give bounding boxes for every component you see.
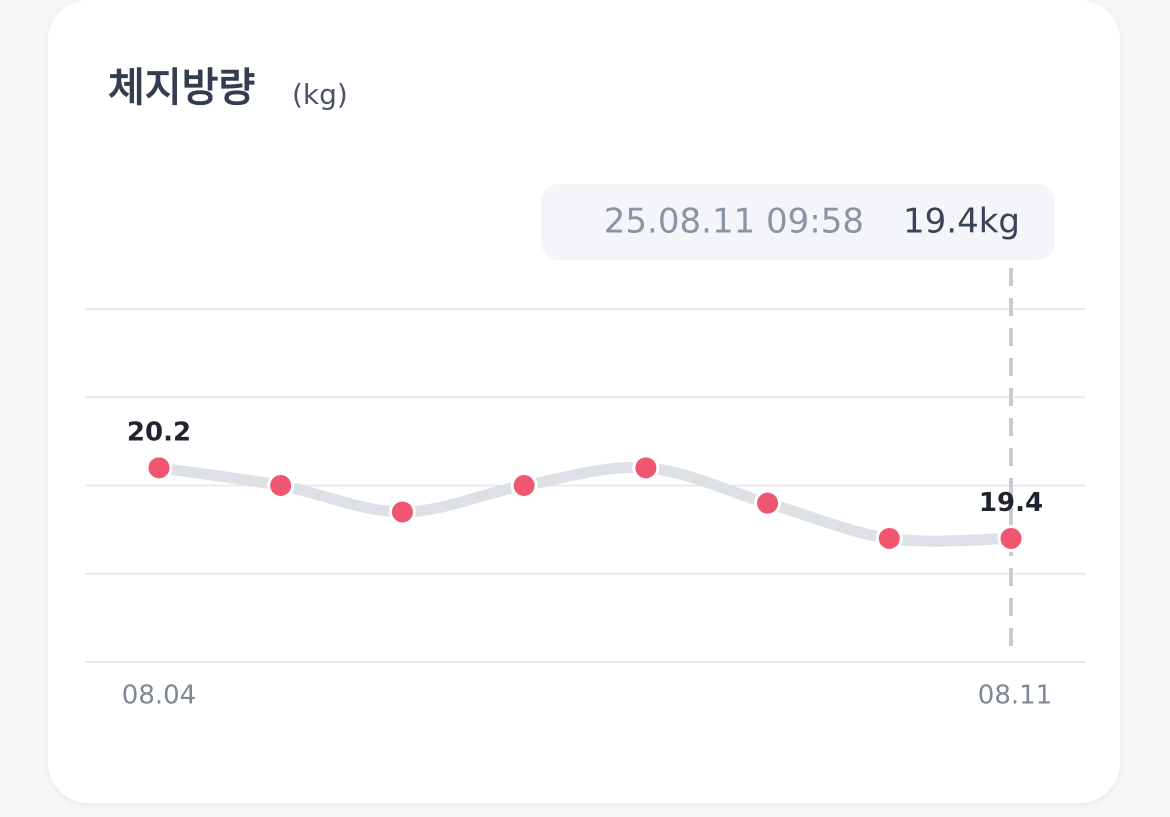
data-point [145, 454, 173, 482]
series-line [153, 461, 1017, 547]
data-point [267, 472, 295, 499]
unit-label: (kg) [292, 78, 348, 111]
card [48, 0, 1120, 803]
tooltip-value: 19.4kg [903, 202, 1020, 242]
x-tick-label: 08.11 [978, 681, 1052, 711]
data-point [997, 524, 1025, 552]
chart-title: 체지방량 [108, 65, 255, 111]
data-point [632, 454, 660, 482]
x-tick-label: 08.04 [122, 681, 196, 711]
data-label: 20.2 [127, 417, 191, 447]
tooltip-date: 25.08.11 09:58 [604, 202, 864, 242]
data-label: 19.4 [979, 488, 1043, 518]
data-point [875, 524, 903, 552]
data-point [510, 472, 538, 499]
data-point [754, 489, 782, 517]
data-point [388, 498, 416, 526]
tooltip [541, 184, 1055, 260]
